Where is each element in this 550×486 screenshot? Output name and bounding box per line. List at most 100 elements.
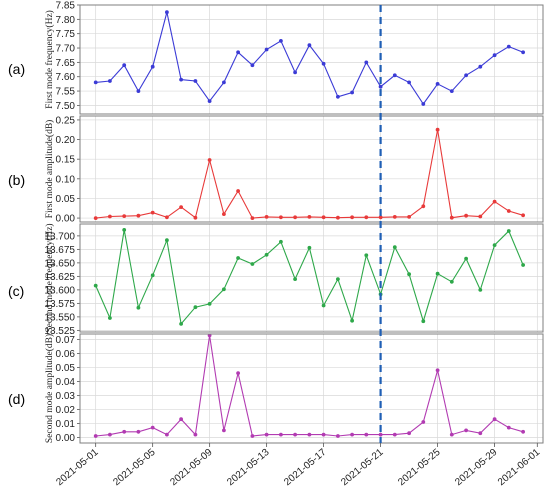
data-point xyxy=(521,263,525,267)
data-point xyxy=(421,420,426,424)
data-point xyxy=(464,428,468,433)
data-point xyxy=(193,79,198,83)
data-point xyxy=(478,431,483,436)
x-tick-label: 2021-05-21 xyxy=(339,447,386,486)
data-point xyxy=(478,288,483,292)
series-line xyxy=(95,129,524,219)
y-tick-label: 7.80 xyxy=(56,15,76,26)
data-point xyxy=(108,316,112,320)
data-point xyxy=(279,39,283,43)
data-point xyxy=(435,127,440,132)
y-tick-label: 7.60 xyxy=(56,72,76,83)
data-point xyxy=(307,245,312,250)
data-point xyxy=(435,271,440,276)
data-point xyxy=(378,215,383,220)
y-tick-label: 0.25 xyxy=(56,115,76,126)
series-line xyxy=(95,12,524,105)
y-axis-label: Second mode amplitude(dB) xyxy=(44,334,55,443)
y-tick-label: 0.06 xyxy=(56,349,76,360)
y-tick-label: 0.03 xyxy=(56,391,76,402)
data-point xyxy=(506,229,511,233)
data-point xyxy=(464,213,468,218)
data-point xyxy=(250,216,255,221)
panel-frame xyxy=(79,223,544,333)
data-point xyxy=(193,432,198,437)
data-point xyxy=(492,53,497,58)
data-point xyxy=(293,70,297,75)
data-point xyxy=(279,239,283,244)
data-point xyxy=(521,429,525,434)
y-tick-label: 13.625 xyxy=(44,272,75,283)
y-tick-label: 0.05 xyxy=(56,194,76,205)
y-tick-label: 7.75 xyxy=(56,29,76,40)
data-point xyxy=(165,238,169,243)
data-point xyxy=(478,214,483,219)
y-tick-label: 7.70 xyxy=(56,44,76,55)
data-point xyxy=(321,215,326,220)
y-tick-label: 0.01 xyxy=(56,419,76,430)
data-point xyxy=(222,287,226,292)
data-point xyxy=(93,216,98,221)
data-point xyxy=(378,84,383,89)
panel-frame xyxy=(79,4,544,115)
data-point xyxy=(136,429,141,434)
data-point xyxy=(150,273,155,278)
data-point xyxy=(364,432,369,437)
data-point xyxy=(521,213,525,218)
y-axis-label: First mode frequency(Hz) xyxy=(44,10,55,109)
series-line xyxy=(95,229,524,326)
y-tick-label: 0.02 xyxy=(56,405,76,416)
data-point xyxy=(364,60,369,65)
y-tick-label: 0.00 xyxy=(56,433,76,444)
data-point xyxy=(264,215,269,219)
data-point xyxy=(122,429,127,434)
data-point xyxy=(93,283,98,288)
data-point xyxy=(506,425,511,430)
data-point xyxy=(250,434,255,438)
y-tick-label: 7.50 xyxy=(56,101,76,112)
panel-letter-a: (a) xyxy=(8,61,26,77)
y-axis-label: First mode amplitude(dB) xyxy=(44,120,55,219)
data-point xyxy=(506,44,511,49)
y-tick-label: 13.675 xyxy=(44,245,75,256)
x-tick-label: 2021-05-25 xyxy=(396,447,443,486)
data-point xyxy=(165,215,169,220)
data-point xyxy=(293,432,297,437)
data-point xyxy=(293,277,297,281)
x-tick-label: 2021-05-13 xyxy=(225,447,272,486)
data-point xyxy=(222,80,226,85)
data-point xyxy=(464,256,468,261)
data-point xyxy=(150,210,155,215)
data-point xyxy=(236,189,241,193)
data-point xyxy=(492,417,497,422)
y-tick-label: 13.525 xyxy=(44,326,75,337)
data-point xyxy=(264,47,269,52)
x-tick-label: 2021-05-29 xyxy=(453,447,500,486)
data-point xyxy=(193,305,198,310)
data-point xyxy=(179,322,184,326)
data-point xyxy=(150,64,155,69)
y-tick-label: 7.85 xyxy=(56,1,76,12)
series-line xyxy=(95,335,524,437)
data-point xyxy=(250,262,255,266)
data-point xyxy=(179,417,184,422)
data-point xyxy=(336,277,340,281)
data-point xyxy=(264,252,269,257)
data-point xyxy=(407,80,411,85)
x-tick-label: 2021-05-09 xyxy=(168,447,215,486)
x-tick-label: 2021-05-05 xyxy=(111,447,158,486)
data-point xyxy=(150,425,155,430)
data-point xyxy=(222,428,226,433)
data-point xyxy=(279,215,283,220)
data-point xyxy=(336,434,340,438)
data-point xyxy=(250,63,255,68)
y-tick-label: 13.600 xyxy=(44,285,75,296)
data-point xyxy=(108,214,112,219)
data-point xyxy=(307,432,312,437)
data-point xyxy=(307,43,312,48)
y-tick-label: 0.00 xyxy=(56,214,76,225)
y-tick-label: 13.650 xyxy=(44,258,75,269)
